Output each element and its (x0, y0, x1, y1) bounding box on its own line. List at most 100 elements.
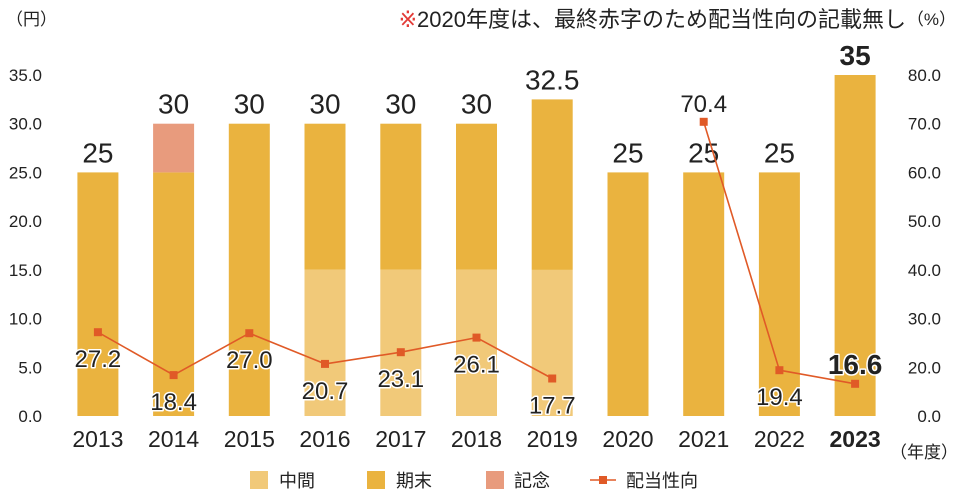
bar-interim-2019 (531, 269, 573, 416)
legend-label-interim: 中間 (279, 471, 315, 491)
footnote-mark: ※ (399, 7, 417, 32)
payout-ratio-label-2022: 19.4 (756, 384, 803, 411)
payout-ratio-marker-2013 (93, 328, 102, 337)
right-axis-unit-label: （%） (907, 10, 956, 29)
x-tick-label-2023: 2023 (830, 426, 881, 452)
bar-total-label-2019: 32.5 (525, 64, 580, 95)
right-axis-ticks: 0.0 20.0 30.0 40.0 50.0 60.0 70.0 80.0 (908, 66, 941, 426)
bar-year-end-2021 (683, 172, 725, 416)
bar-year-end-2018 (456, 123, 497, 270)
bar-year-end-2014 (153, 172, 195, 416)
bar-total-label-2016: 30 (309, 89, 340, 120)
y-left-tick-label: 20.0 (9, 212, 42, 231)
y-left-tick-label: 5.0 (18, 358, 42, 377)
bar-total-label-2017: 30 (385, 89, 416, 120)
legend-label-payout-ratio: 配当性向 (626, 471, 698, 491)
y-left-tick-label: 10.0 (9, 310, 42, 329)
bar-year-end-2020 (607, 172, 649, 416)
legend-swatch-year-end (367, 471, 385, 489)
bar-total-label-2013: 25 (82, 137, 113, 168)
y-right-tick-label: 0.0 (917, 407, 941, 426)
x-tick-label-2017: 2017 (375, 426, 426, 452)
left-axis-unit-label: （円） (6, 10, 57, 29)
footnote: ※2020年度は、最終赤字のため配当性向の記載無し (399, 7, 906, 32)
x-tick-label-2020: 2020 (602, 426, 653, 452)
bar-total-label-2022: 25 (764, 137, 795, 168)
payout-ratio-marker-2023 (851, 379, 860, 388)
y-left-tick-label: 25.0 (9, 163, 42, 182)
y-left-tick-label: 30.0 (9, 115, 42, 134)
payout-ratio-labels: 27.2 18.4 27.0 20.7 23.1 26.1 17.7 70.4 19.4 16.6 (73, 89, 884, 421)
legend-item-payout-ratio: 配当性向 (590, 471, 698, 491)
x-tick-label-2014: 2014 (148, 426, 199, 452)
legend-item-commemorative: 記念 (486, 470, 550, 491)
legend-marker-sample (599, 476, 607, 484)
y-right-tick-label: 80.0 (908, 66, 941, 85)
y-left-tick-label: 0.0 (18, 407, 42, 426)
payout-ratio-label-2018: 26.1 (453, 352, 500, 379)
x-tick-label-2016: 2016 (299, 426, 350, 452)
y-right-tick-label: 30.0 (908, 310, 941, 329)
bar-total-labels: 25 30 30 30 30 30 32.5 25 25 25 35 (82, 40, 870, 168)
y-left-tick-label: 15.0 (9, 261, 42, 280)
x-tick-label-2019: 2019 (527, 426, 578, 452)
x-tick-label-2021: 2021 (678, 426, 729, 452)
payout-ratio-label-2019: 17.7 (529, 393, 576, 420)
x-axis-ticks: 2013 2014 2015 2016 2017 2018 2019 2020 2021 2022… (72, 426, 880, 452)
legend-item-year-end: 期末 (367, 471, 432, 491)
bar-total-label-2021: 25 (688, 137, 719, 168)
bar-total-label-2014: 30 (158, 89, 189, 120)
bar-interim-2018 (456, 269, 497, 416)
bar-year-end-2022 (758, 172, 800, 416)
payout-ratio-marker-2017 (396, 348, 405, 357)
legend-swatch-commemorative (486, 471, 504, 489)
y-right-tick-label: 50.0 (908, 212, 941, 231)
bar-year-end-2016 (304, 123, 346, 270)
payout-ratio-marker-2018 (472, 333, 481, 342)
legend-label-year-end: 期末 (396, 471, 432, 491)
x-tick-label-2013: 2013 (72, 426, 123, 452)
y-right-tick-label: 60.0 (908, 163, 941, 182)
payout-ratio-marker-2014 (169, 371, 178, 380)
payout-ratio-marker-2021 (699, 117, 708, 126)
payout-ratio-label-2013: 27.2 (75, 346, 122, 373)
bar-interim-2016 (304, 269, 346, 416)
payout-ratio-label-2014: 18.4 (150, 389, 197, 416)
legend-swatch-interim (250, 471, 268, 489)
y-left-tick-label: 35.0 (9, 66, 42, 85)
bar-commemorative-2014 (153, 123, 195, 173)
legend-item-interim: 中間 (250, 471, 315, 491)
x-tick-label-2018: 2018 (451, 426, 502, 452)
payout-ratio-marker-2015 (245, 329, 254, 338)
payout-ratio-marker-2016 (321, 359, 329, 368)
bars (77, 75, 876, 416)
x-tick-label-2022: 2022 (754, 426, 805, 452)
payout-ratio-label-2023: 16.6 (828, 349, 883, 380)
y-right-tick-label: 70.0 (908, 115, 941, 134)
payout-ratio-label-2017: 23.1 (377, 366, 424, 393)
payout-ratio-marker-2019 (548, 374, 557, 383)
legend: 中間 期末 記念 配当性向 (250, 470, 698, 491)
y-right-tick-label: 20.0 (908, 358, 941, 377)
bar-year-end-2017 (380, 123, 422, 270)
footnote-text: 2020年度は、最終赤字のため配当性向の記載無し (417, 7, 906, 32)
bar-total-label-2020: 25 (612, 137, 643, 168)
bar-interim-2017 (380, 269, 422, 416)
payout-ratio-label-2016: 20.7 (302, 378, 349, 405)
bar-total-label-2018: 30 (461, 89, 492, 120)
payout-ratio-marker-2022 (775, 366, 784, 375)
payout-ratio-label-2015: 27.0 (226, 347, 273, 374)
x-tick-label-2015: 2015 (224, 426, 275, 452)
x-axis-unit-label: （年度） (890, 443, 958, 462)
legend-label-commemorative: 記念 (514, 470, 550, 491)
bar-total-label-2023: 35 (840, 40, 871, 71)
payout-ratio-label-2021: 70.4 (680, 91, 727, 118)
bar-total-label-2015: 30 (234, 89, 265, 120)
bar-year-end-2019 (531, 99, 573, 270)
bar-year-end-2023 (834, 75, 876, 416)
bar-year-end-2015 (228, 123, 270, 416)
y-right-tick-label: 40.0 (908, 261, 941, 280)
bar-year-end-2013 (77, 172, 119, 416)
payout-ratio-series (93, 117, 860, 388)
